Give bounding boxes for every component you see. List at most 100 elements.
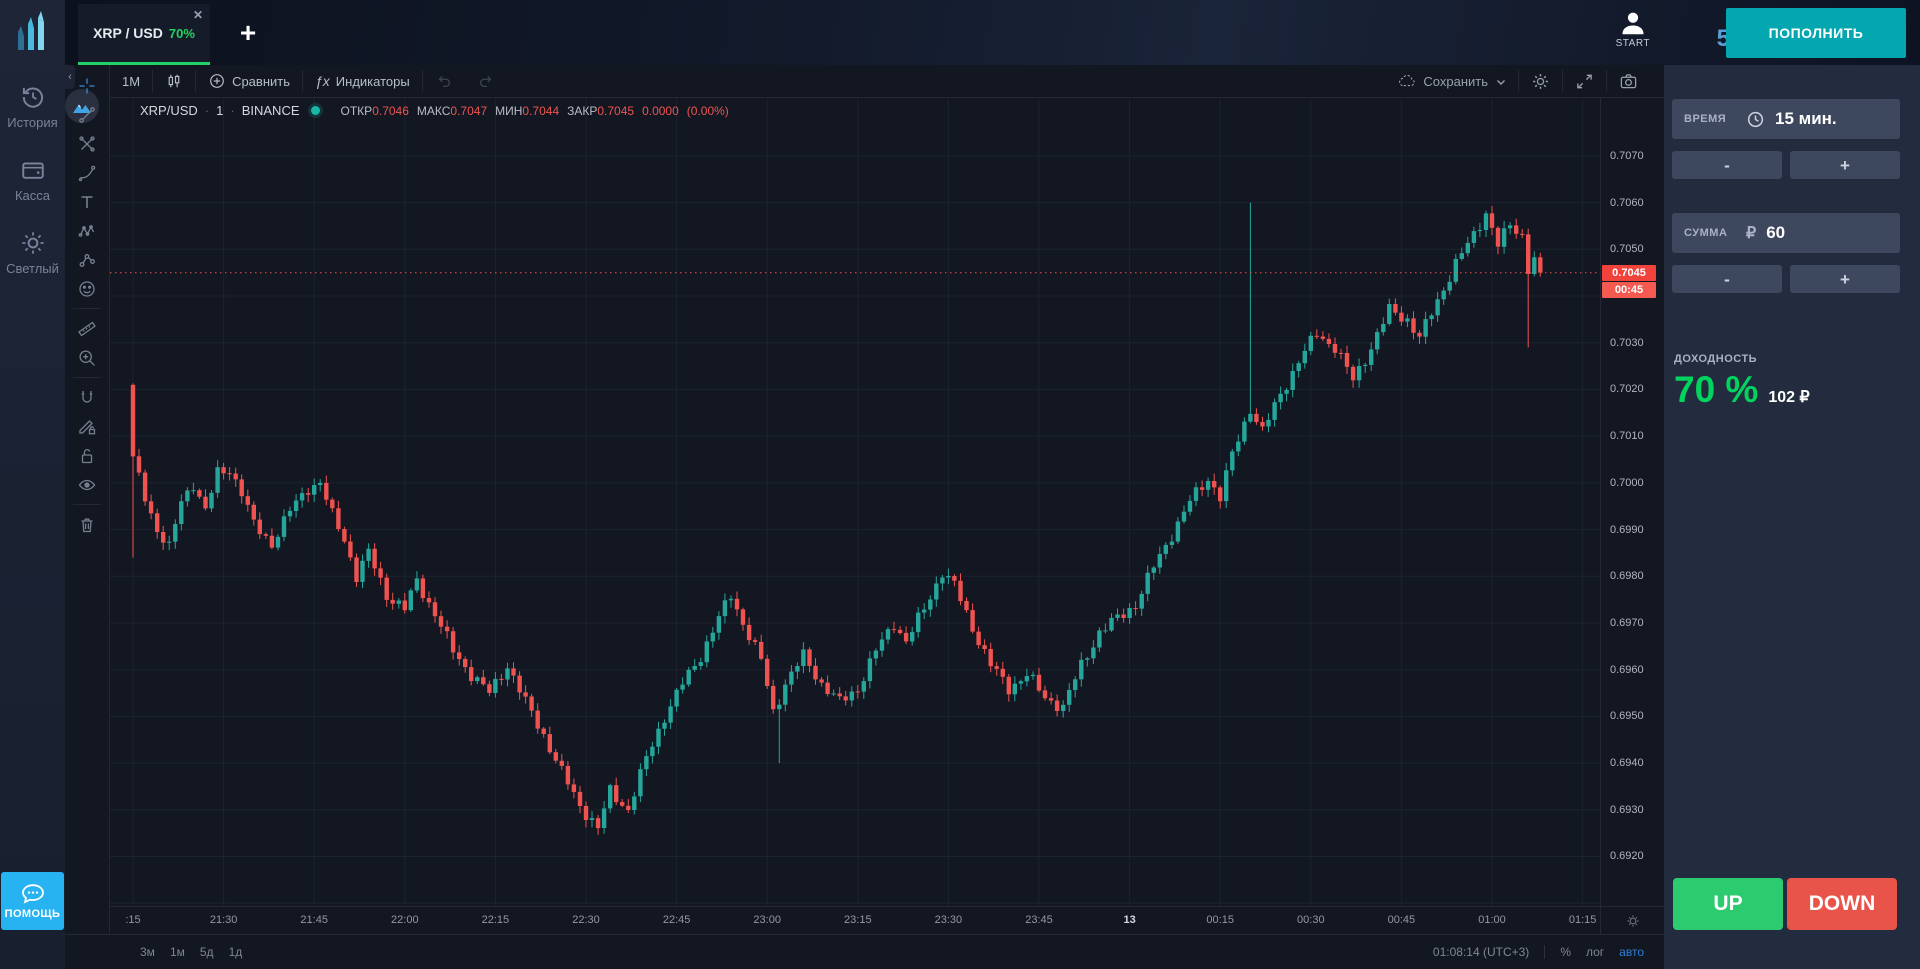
price-tick: 0.6980 — [1610, 570, 1644, 583]
trash-icon — [81, 518, 93, 532]
chart-region: 1M Сравнить ƒx Индикаторы — [65, 65, 1664, 969]
deposit-button[interactable]: ПОПОЛНИТЬ — [1726, 8, 1906, 58]
magnet-tool[interactable] — [72, 383, 102, 412]
zoom-tool[interactable] — [72, 343, 102, 372]
plus-icon: + — [239, 17, 257, 48]
time-tick: 22:45 — [662, 914, 691, 926]
remove-all-tool[interactable] — [72, 510, 102, 539]
pattern-icon — [78, 224, 95, 237]
down-button[interactable]: DOWN — [1787, 878, 1897, 930]
price-tick: 0.6930 — [1610, 803, 1644, 816]
profit-row: 70 % 102 ₽ — [1674, 369, 1810, 411]
app-logo-icon[interactable] — [12, 10, 54, 56]
percent-scale-toggle[interactable]: % — [1560, 945, 1571, 959]
mountain-icon — [73, 104, 91, 113]
time-axis[interactable]: :15 21:30 21:45 22:00 22:15 22:30 22:45 23:00 23… — [110, 906, 1600, 934]
redo-icon — [479, 76, 492, 88]
chart-style-button[interactable] — [153, 65, 195, 97]
range-button-5д[interactable]: 5д — [199, 945, 214, 959]
profit-percent: 70 % — [1674, 369, 1759, 410]
clock-display[interactable]: 01:08:14 (UTC+3) — [1432, 945, 1530, 959]
asset-tab-symbol: XRP / USD — [93, 25, 163, 41]
time-tick: 21:30 — [209, 914, 238, 926]
fib-tool[interactable] — [72, 129, 102, 158]
hide-all-tool[interactable] — [72, 470, 102, 499]
time-tick: 01:00 — [1478, 914, 1506, 926]
sidebar-item-cashier[interactable]: Касса — [0, 157, 65, 203]
time-minus-button[interactable]: - — [1672, 151, 1782, 179]
crosshair-tool[interactable] — [72, 71, 102, 100]
user-icon — [1622, 12, 1644, 35]
price-tick: 0.6940 — [1610, 757, 1644, 770]
screenshot-button[interactable] — [1607, 65, 1650, 97]
legend-symbol: XRP/USD — [140, 103, 198, 118]
toolbar-separator — [73, 504, 101, 505]
help-button[interactable]: помощь — [1, 872, 64, 930]
amount-plus-button[interactable]: + — [1790, 265, 1900, 293]
price-tick: 0.7030 — [1610, 336, 1644, 349]
camera-icon — [1620, 73, 1637, 88]
amount-minus-button[interactable]: - — [1672, 265, 1782, 293]
chart-legend[interactable]: XRP/USD · 1 · BINANCE ОТКР0.7046 МАКС0.7… — [140, 103, 729, 118]
measure-tool[interactable] — [72, 314, 102, 343]
indicators-button[interactable]: ƒx Индикаторы — [303, 65, 422, 97]
toolbar-separator — [302, 70, 303, 92]
account-button[interactable]: START — [1616, 10, 1650, 49]
redo-button[interactable] — [465, 65, 507, 97]
asset-tab[interactable]: XRP / USD 70% ✕ — [78, 4, 210, 65]
log-scale-toggle[interactable]: лог — [1585, 945, 1605, 959]
fib-icon — [79, 135, 95, 152]
lock-all-tool[interactable] — [72, 441, 102, 470]
emoji-tool[interactable] — [72, 274, 102, 303]
profit-payout: 102 ₽ — [1768, 389, 1810, 406]
legend-interval: 1 — [216, 103, 224, 118]
chart-topbar: 1M Сравнить ƒx Индикаторы — [110, 65, 1664, 98]
compare-label: Сравнить — [232, 73, 290, 89]
chart-logo-badge[interactable] — [65, 89, 99, 123]
unlock-icon — [81, 448, 93, 463]
compare-button[interactable]: Сравнить — [196, 65, 302, 97]
trendline-tool[interactable] — [72, 100, 102, 129]
time-field[interactable]: ВРЕМЯ 15 мин. — [1672, 99, 1900, 139]
sidebar-item-label: Касса — [14, 188, 51, 203]
range-button-1м[interactable]: 1м — [169, 945, 185, 959]
range-button-3м[interactable]: 3м — [140, 945, 155, 959]
pencil-lock-icon — [79, 419, 96, 434]
up-button[interactable]: UP — [1673, 878, 1783, 930]
text-tool[interactable] — [72, 187, 102, 216]
sidebar-item-theme[interactable]: Светлый — [0, 230, 65, 276]
axis-settings-corner[interactable] — [1600, 906, 1664, 934]
pattern-tool[interactable] — [72, 216, 102, 245]
price-axis[interactable]: 0.7070 0.7060 0.7050 0.7030 0.7020 0.7010 0.70… — [1600, 98, 1664, 906]
range-button-1д[interactable]: 1д — [228, 945, 243, 959]
chat-icon — [21, 883, 44, 904]
auto-scale-toggle[interactable]: авто — [1619, 945, 1644, 959]
time-plus-button[interactable]: + — [1790, 151, 1900, 179]
close-icon[interactable]: ✕ — [192, 8, 203, 22]
time-tick: 23:30 — [934, 914, 963, 926]
sidebar-item-history[interactable]: История — [0, 84, 65, 130]
save-layout-button[interactable]: Сохранить — [1385, 65, 1518, 97]
toolbar-collapse-handle[interactable]: ‹ — [65, 65, 75, 89]
amount-field[interactable]: СУММА ₽ 60 — [1672, 213, 1900, 253]
price-tick: 0.7050 — [1610, 243, 1644, 256]
interval-button[interactable]: 1M — [110, 65, 152, 97]
undo-button[interactable] — [423, 65, 465, 97]
clock-icon — [1747, 111, 1764, 127]
drawing-lock-tool[interactable] — [72, 412, 102, 441]
forecast-tool[interactable] — [72, 245, 102, 274]
profit-label: ДОХОДНОСТЬ — [1674, 353, 1758, 365]
sun-icon — [21, 232, 44, 254]
countdown-tag: 00:45 — [1602, 281, 1656, 298]
legend-ohlc: ОТКР0.7046 МАКС0.7047 МИН0.7044 ЗАКР0.70… — [340, 103, 729, 118]
trendline-icon — [79, 106, 95, 123]
help-button-label: помощь — [4, 907, 61, 920]
brush-tool[interactable] — [72, 158, 102, 187]
price-tick: 0.6990 — [1610, 523, 1644, 536]
add-tab-button[interactable]: + — [233, 17, 263, 48]
crosshair-icon — [79, 78, 95, 93]
candlestick-plot[interactable] — [110, 98, 1600, 906]
fullscreen-button[interactable] — [1563, 65, 1606, 97]
chart-settings-button[interactable] — [1519, 65, 1562, 97]
asset-tab-payout: 70% — [168, 25, 195, 41]
